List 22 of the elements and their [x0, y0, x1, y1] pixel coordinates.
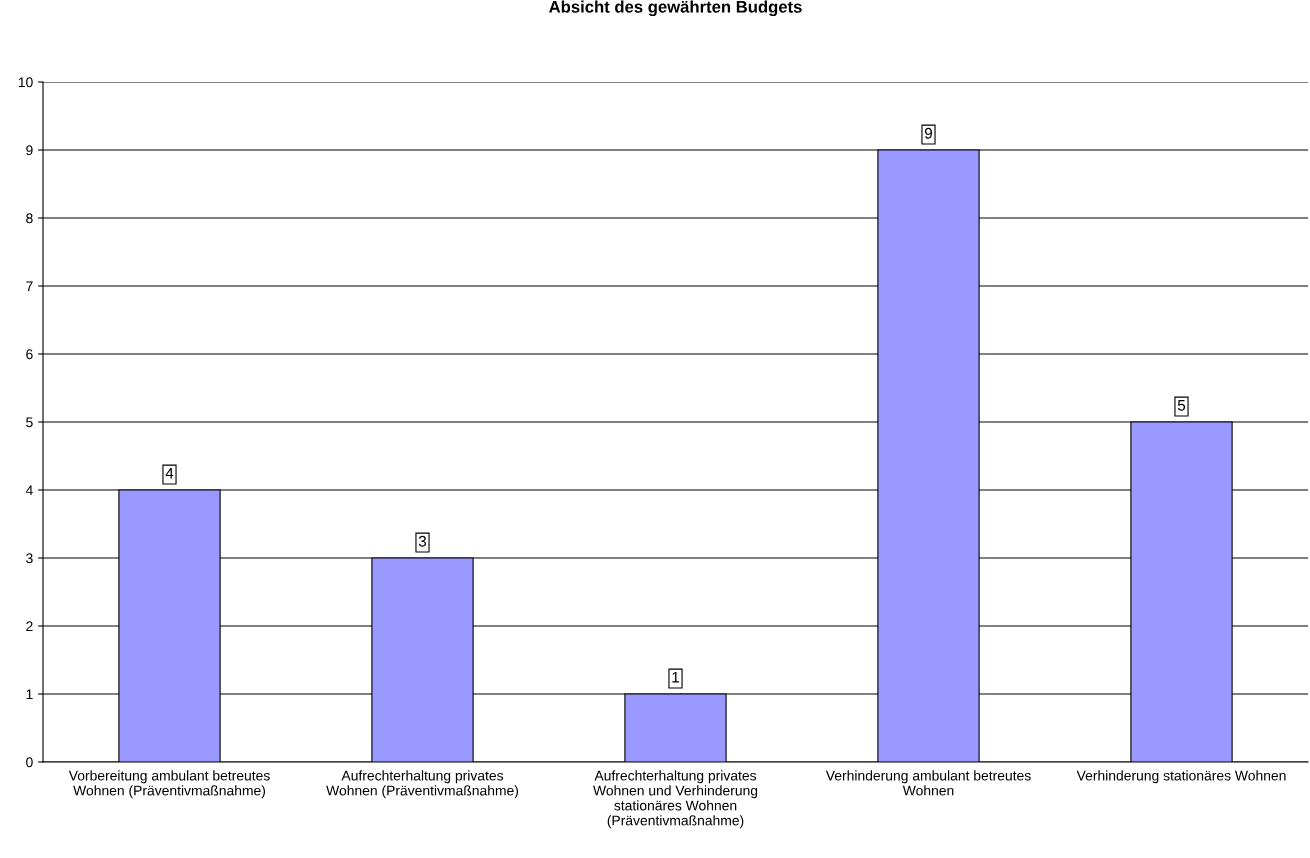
x-tick-label: Verhinderung ambulant betreutes Wohnen: [825, 770, 1031, 796]
data-label: 3: [418, 535, 427, 547]
x-tick-label: Vorbereitung ambulant betreutes Wohnen (Präventivmaßnahme): [68, 770, 270, 799]
data-label: 4: [165, 467, 174, 479]
x-tick-label: Verhinderung stationäres Wohnen: [1076, 770, 1286, 784]
y-tick-label: 4: [25, 485, 33, 496]
y-tick-label: 8: [26, 213, 33, 224]
y-tick-label: 1: [26, 689, 33, 700]
data-label: 5: [1177, 399, 1186, 411]
y-tick-label: 9: [26, 145, 33, 156]
x-tick-label: Aufrechterhaltung privates Wohnen und Verhinderung stationäres Wohnen (Präventivmaßnahme): [593, 770, 758, 829]
y-tick-label: 10: [18, 77, 33, 88]
chart-title: Absicht des gewährten Budgets: [549, 0, 802, 17]
y-tick-label: 2: [26, 621, 33, 632]
y-tick-label: 0: [26, 757, 33, 768]
y-tick-label: 7: [26, 281, 33, 292]
x-tick-label: Aufrechterhaltung privates Wohnen (Präventivmaßnahme): [326, 770, 519, 799]
y-tick-label: 5: [26, 417, 33, 428]
data-label: 9: [924, 127, 933, 139]
y-tick-label: 3: [26, 553, 33, 564]
y-tick-label: 6: [26, 349, 33, 360]
data-label: 1: [672, 671, 679, 683]
